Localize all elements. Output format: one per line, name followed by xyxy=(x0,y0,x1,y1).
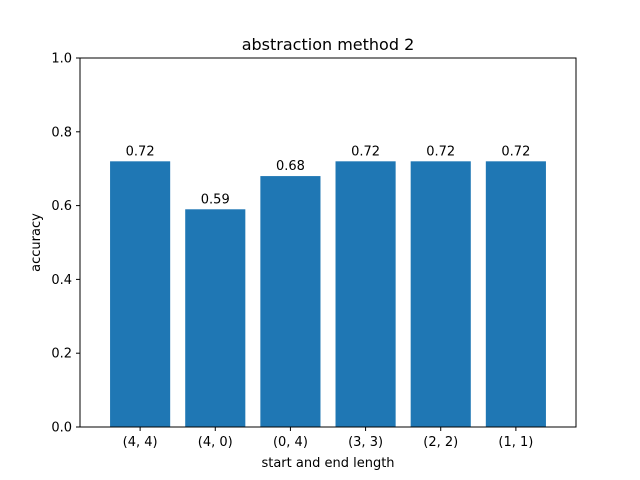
bar xyxy=(110,161,171,427)
x-tick-label: (4, 4) xyxy=(123,435,158,450)
bar xyxy=(410,161,471,427)
x-tick-label: (0, 4) xyxy=(273,435,308,450)
data-label: 0.59 xyxy=(201,192,230,207)
x-tick-label: (4, 0) xyxy=(198,435,233,450)
plot-frame xyxy=(79,57,577,428)
y-tick-label: 0.6 xyxy=(51,199,72,214)
y-tick-label: 0.8 xyxy=(51,125,72,140)
y-tick-label: 0.2 xyxy=(51,347,72,362)
bar xyxy=(485,161,546,427)
data-label: 0.72 xyxy=(126,144,155,159)
y-axis-ticks: 0.0 0.2 0.4 0.6 0.8 1.0 xyxy=(51,52,80,436)
x-axis-label: start and end length xyxy=(261,456,394,471)
x-tick-label: (1, 1) xyxy=(498,435,533,450)
x-tick-label: (2, 2) xyxy=(423,435,458,450)
bar xyxy=(185,209,246,427)
bar xyxy=(335,161,396,427)
data-labels-group: 0.72 0.59 0.68 0.72 0.72 0.72 xyxy=(126,144,531,207)
x-axis-ticks: (4, 4) (4, 0) (0, 4) (3, 3) (2, 2) (1, 1) xyxy=(123,427,533,450)
chart-title: abstraction method 2 xyxy=(242,35,415,54)
y-tick-label: 0.4 xyxy=(51,273,72,288)
data-label: 0.72 xyxy=(351,144,380,159)
bar xyxy=(260,176,321,427)
y-tick-label: 0.0 xyxy=(51,421,72,436)
bars-group xyxy=(110,161,546,427)
data-label: 0.72 xyxy=(426,144,455,159)
y-axis-label: accuracy xyxy=(29,213,44,272)
data-label: 0.68 xyxy=(276,159,305,174)
y-tick-label: 1.0 xyxy=(51,52,72,67)
x-tick-label: (3, 3) xyxy=(348,435,383,450)
data-label: 0.72 xyxy=(501,144,530,159)
